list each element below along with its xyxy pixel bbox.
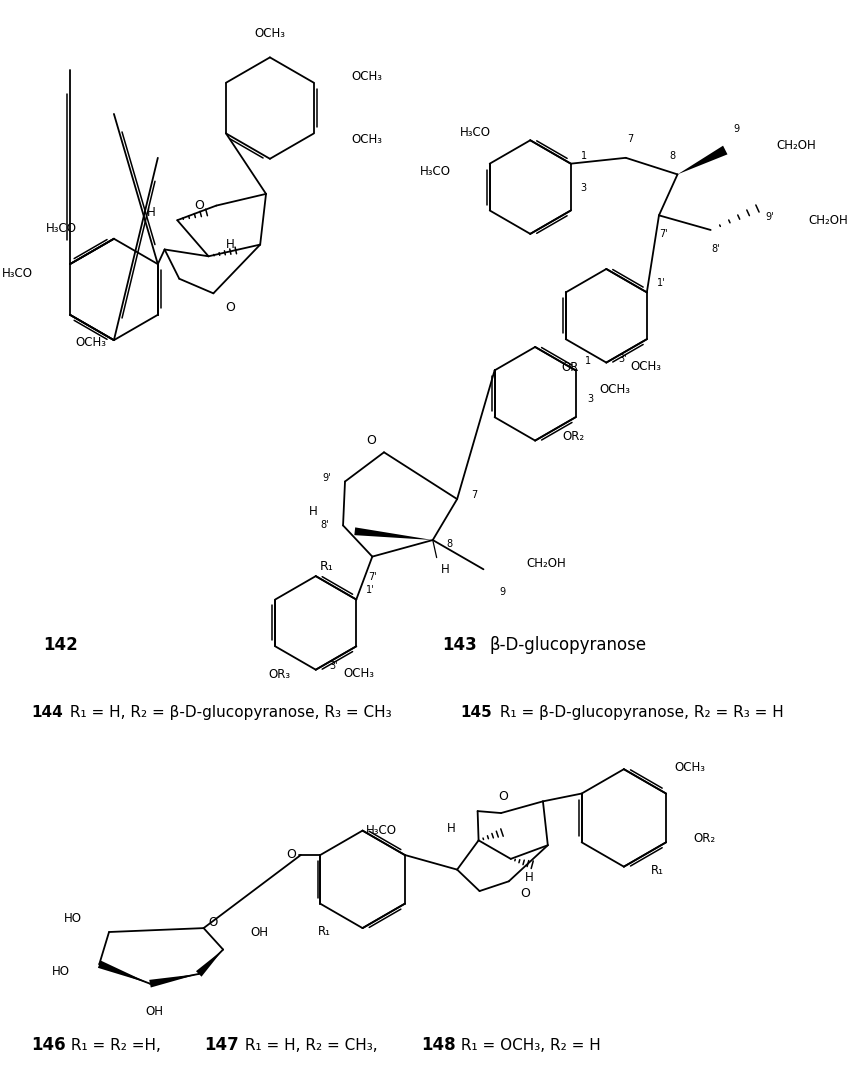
Text: O: O bbox=[498, 791, 508, 804]
Text: β-D-glucopyranose: β-D-glucopyranose bbox=[490, 637, 646, 654]
Text: OH: OH bbox=[145, 1005, 163, 1018]
Polygon shape bbox=[354, 527, 433, 540]
Text: CH₂OH: CH₂OH bbox=[526, 557, 566, 570]
Text: O: O bbox=[286, 848, 296, 861]
Text: 143: 143 bbox=[443, 637, 478, 654]
Text: 3': 3' bbox=[330, 661, 338, 670]
Text: R₁ = β-D-glucopyranose, R₂ = R₃ = H: R₁ = β-D-glucopyranose, R₂ = R₃ = H bbox=[495, 705, 784, 720]
Text: R₁ = OCH₃, R₂ = H: R₁ = OCH₃, R₂ = H bbox=[456, 1038, 601, 1053]
Text: OCH₃: OCH₃ bbox=[674, 761, 704, 774]
Text: OCH₃: OCH₃ bbox=[351, 70, 382, 83]
Text: 1: 1 bbox=[586, 355, 591, 366]
Text: CH₂OH: CH₂OH bbox=[776, 139, 816, 152]
Text: 147: 147 bbox=[205, 1036, 240, 1054]
Text: H: H bbox=[441, 563, 449, 576]
Text: 7': 7' bbox=[659, 229, 669, 239]
Text: 9: 9 bbox=[499, 587, 505, 597]
Text: H₃CO: H₃CO bbox=[461, 126, 491, 139]
Text: 7: 7 bbox=[627, 134, 633, 144]
Text: O: O bbox=[209, 916, 217, 929]
Text: H₃CO: H₃CO bbox=[366, 824, 397, 837]
Text: OCH₃: OCH₃ bbox=[351, 133, 382, 146]
Polygon shape bbox=[149, 974, 199, 988]
Text: R₁: R₁ bbox=[651, 864, 664, 877]
Text: 148: 148 bbox=[421, 1036, 455, 1054]
Text: 1': 1' bbox=[366, 585, 375, 595]
Text: H: H bbox=[447, 822, 455, 835]
Text: CH₂OH: CH₂OH bbox=[808, 213, 848, 226]
Text: O: O bbox=[194, 199, 205, 212]
Polygon shape bbox=[677, 146, 728, 174]
Text: OH: OH bbox=[251, 926, 269, 939]
Text: 9: 9 bbox=[733, 125, 740, 134]
Text: O: O bbox=[366, 434, 376, 447]
Text: R₁ = R₂ =H,: R₁ = R₂ =H, bbox=[66, 1038, 161, 1053]
Text: 1: 1 bbox=[580, 151, 586, 161]
Text: 7': 7' bbox=[368, 572, 377, 583]
Text: 8: 8 bbox=[669, 151, 675, 160]
Text: O: O bbox=[225, 301, 235, 314]
Text: R₁ = H, R₂ = CH₃,: R₁ = H, R₂ = CH₃, bbox=[240, 1038, 377, 1053]
Text: 142: 142 bbox=[43, 637, 78, 654]
Text: H₃CO: H₃CO bbox=[2, 268, 33, 280]
Text: R₁ = H, R₂ = β-D-glucopyranose, R₃ = CH₃: R₁ = H, R₂ = β-D-glucopyranose, R₃ = CH₃ bbox=[65, 705, 392, 720]
Text: 9': 9' bbox=[323, 472, 331, 483]
Text: 146: 146 bbox=[31, 1036, 66, 1054]
Text: 7: 7 bbox=[471, 491, 477, 500]
Text: 145: 145 bbox=[460, 705, 492, 720]
Text: H: H bbox=[525, 871, 533, 884]
Text: R₁: R₁ bbox=[318, 925, 330, 938]
Text: 9': 9' bbox=[765, 212, 774, 222]
Text: H: H bbox=[226, 238, 235, 251]
Text: OR₃: OR₃ bbox=[268, 668, 290, 681]
Text: H: H bbox=[309, 506, 318, 519]
Polygon shape bbox=[98, 961, 150, 983]
Text: 3: 3 bbox=[587, 393, 593, 404]
Text: OCH₃: OCH₃ bbox=[254, 27, 285, 40]
Text: O: O bbox=[520, 887, 531, 900]
Text: OCH₃: OCH₃ bbox=[343, 667, 374, 680]
Text: OR: OR bbox=[561, 361, 579, 374]
Text: H₃CO: H₃CO bbox=[419, 165, 451, 178]
Text: 3': 3' bbox=[618, 354, 627, 364]
Text: 144: 144 bbox=[31, 705, 62, 720]
Text: 8: 8 bbox=[447, 539, 453, 549]
Text: OR₂: OR₂ bbox=[693, 832, 716, 845]
Text: OCH₃: OCH₃ bbox=[74, 336, 106, 349]
Text: OCH₃: OCH₃ bbox=[631, 360, 662, 373]
Text: 8': 8' bbox=[711, 244, 720, 253]
Text: H: H bbox=[147, 206, 156, 219]
Text: HO: HO bbox=[63, 912, 81, 925]
Text: 1': 1' bbox=[657, 277, 665, 288]
Text: H₃CO: H₃CO bbox=[46, 222, 77, 235]
Text: HO: HO bbox=[52, 965, 70, 978]
Text: OCH₃: OCH₃ bbox=[599, 382, 630, 395]
Text: 3: 3 bbox=[580, 183, 586, 193]
Text: 8': 8' bbox=[321, 521, 330, 531]
Polygon shape bbox=[196, 950, 223, 977]
Text: OR₂: OR₂ bbox=[562, 430, 585, 443]
Text: R₁: R₁ bbox=[319, 560, 333, 573]
